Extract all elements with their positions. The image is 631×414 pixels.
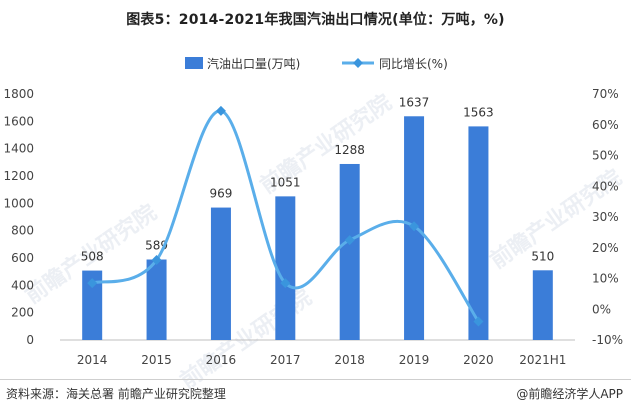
watermark-text: 前瞻产业研究院 [175, 284, 316, 394]
x-axis: 2014 2015 2016 2017 2018 2019 2020 2021H1 [60, 339, 575, 367]
bar-data-label: 1563 [463, 105, 494, 119]
growth-point [344, 235, 355, 246]
bar-data-label: 508 [81, 250, 104, 264]
left-axis-tick-label: 1800 [3, 87, 34, 101]
legend-swatch-bar [185, 57, 203, 69]
left-axis-tick-label: 1000 [3, 196, 34, 210]
bar [146, 259, 167, 340]
legend-label-bar: 汽油出口量(万吨) [207, 56, 300, 71]
left-axis-tick-label: 800 [11, 224, 34, 238]
growth-point [87, 278, 98, 289]
left-axis-tick-label: 1600 [3, 114, 34, 128]
right-axis: -10% 0% 10% 20% 30% 40% 50% 60% 70% [592, 87, 623, 347]
right-axis-tick-label: -10% [592, 333, 623, 347]
bar-data-label: 510 [531, 249, 554, 263]
right-axis-tick-label: 70% [592, 87, 619, 101]
left-axis-tick-label: 1400 [3, 142, 34, 156]
right-axis-tick-label: 10% [592, 272, 619, 286]
bar-data-label: 969 [209, 187, 232, 201]
chart-title: 图表5：2014-2021年我国汽油出口情况(单位：万吨，%) [126, 12, 505, 28]
growth-point [409, 221, 420, 232]
x-axis-tick-label: 2017 [270, 353, 301, 367]
x-axis-tick-label: 2018 [334, 353, 365, 367]
bar [275, 196, 296, 340]
source-note: 资料来源：海关总署 前瞻产业研究院整理 [6, 387, 226, 401]
legend-marker-line [353, 58, 363, 68]
left-axis-tick-label: 600 [11, 251, 34, 265]
left-axis: 0 200 400 600 800 1000 1200 1400 1600 1800 [3, 87, 34, 347]
bar-data-label: 1288 [334, 143, 365, 157]
bar [532, 270, 553, 340]
legend: 汽油出口量(万吨) 同比增长(%) [185, 56, 448, 71]
bar-data-label: 1051 [270, 175, 301, 189]
growth-point [151, 255, 162, 266]
brand-credit: @前瞻经济学人APP [516, 387, 623, 401]
x-axis-tick-label: 2014 [77, 353, 108, 367]
left-axis-tick-label: 1200 [3, 169, 34, 183]
left-axis-tick-label: 400 [11, 278, 34, 292]
right-axis-tick-label: 60% [592, 118, 619, 132]
footer-divider [0, 379, 631, 380]
left-axis-tick-label: 0 [26, 333, 34, 347]
x-axis-tick-label: 2020 [463, 353, 494, 367]
growth-point [473, 316, 484, 327]
x-axis-tick-label: 2015 [141, 353, 172, 367]
bar [468, 126, 489, 340]
growth-point [215, 105, 226, 116]
x-axis-tick-label: 2021H1 [519, 353, 566, 367]
left-axis-tick-label: 200 [11, 306, 34, 320]
right-axis-tick-label: 50% [592, 149, 619, 163]
growth-point [280, 278, 291, 289]
bar-series [82, 116, 553, 340]
x-axis-tick-label: 2016 [206, 353, 237, 367]
right-axis-tick-label: 20% [592, 241, 619, 255]
right-axis-tick-label: 30% [592, 210, 619, 224]
legend-label-line: 同比增长(%) [379, 57, 448, 71]
right-axis-tick-label: 40% [592, 179, 619, 193]
line-series [87, 105, 484, 327]
right-axis-tick-label: 0% [592, 302, 611, 316]
bar [339, 163, 360, 340]
x-axis-tick-label: 2019 [399, 353, 430, 367]
bar-data-label: 1637 [399, 95, 430, 109]
bar [82, 270, 103, 340]
bar [210, 207, 231, 340]
